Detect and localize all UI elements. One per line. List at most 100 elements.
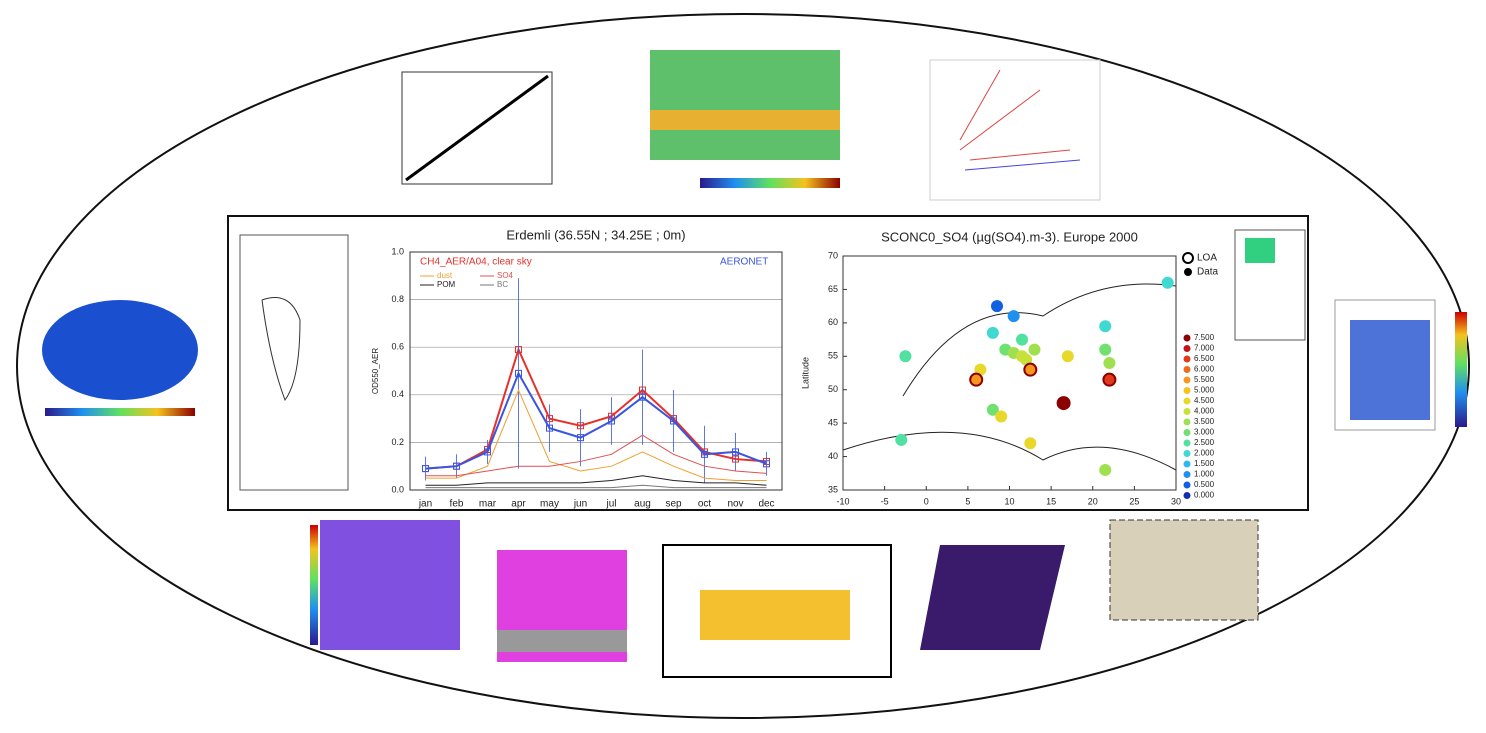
station bbox=[995, 410, 1007, 422]
thumb-bottom bbox=[310, 520, 1258, 677]
y-axis-label: OD550_AER bbox=[371, 348, 380, 394]
scale-swatch bbox=[1184, 366, 1191, 373]
x-tick-label: 5 bbox=[965, 496, 970, 506]
y-tick-label: 40 bbox=[828, 451, 838, 461]
y-tick-label: 65 bbox=[828, 284, 838, 294]
x-tick-label: jul bbox=[605, 499, 616, 510]
legend-label: dust bbox=[437, 271, 453, 280]
scale-swatch bbox=[1184, 419, 1191, 426]
legend-label: LOA bbox=[1197, 253, 1217, 264]
scale-swatch bbox=[1184, 356, 1191, 363]
legend-label: CH4_AER/A04, clear sky bbox=[420, 257, 532, 268]
legend-marker bbox=[1185, 269, 1191, 275]
scale-label: 0.000 bbox=[1194, 491, 1215, 500]
scale-label: 4.500 bbox=[1194, 396, 1215, 405]
x-tick-label: mar bbox=[479, 499, 497, 510]
scale-swatch bbox=[1184, 335, 1191, 342]
station bbox=[1016, 334, 1028, 346]
legend-label: BC bbox=[497, 280, 508, 289]
scale-label: 4.000 bbox=[1194, 407, 1215, 416]
station bbox=[1024, 437, 1036, 449]
scale-swatch bbox=[1184, 471, 1191, 478]
x-tick-label: feb bbox=[450, 499, 464, 510]
station bbox=[1028, 344, 1040, 356]
mini-map-right bbox=[1235, 230, 1305, 340]
scale-label: 7.000 bbox=[1194, 344, 1215, 353]
legend-label: SO4 bbox=[497, 271, 514, 280]
x-tick-label: 0 bbox=[924, 496, 929, 506]
y-tick-label: 70 bbox=[828, 250, 838, 260]
legend-label: POM bbox=[437, 280, 456, 289]
y-tick-label: 1.0 bbox=[391, 246, 404, 256]
station bbox=[1062, 350, 1074, 362]
y-tick-label: 0.6 bbox=[391, 342, 404, 352]
station bbox=[1024, 364, 1036, 376]
x-tick-label: aug bbox=[634, 499, 651, 510]
scale-swatch bbox=[1184, 429, 1191, 436]
thumb-worldmap bbox=[650, 50, 840, 188]
x-tick-label: jun bbox=[573, 499, 587, 510]
y-tick-label: 0.4 bbox=[391, 389, 404, 399]
legend-label: Data bbox=[1197, 267, 1219, 278]
scale-swatch bbox=[1184, 482, 1191, 489]
scale-label: 5.500 bbox=[1194, 375, 1215, 384]
scale-swatch bbox=[1184, 345, 1191, 352]
scale-label: 7.500 bbox=[1194, 333, 1215, 342]
y-axis-label: Latitude bbox=[800, 357, 810, 389]
x-tick-label: -10 bbox=[836, 496, 849, 506]
scale-swatch bbox=[1184, 387, 1191, 394]
y-tick-label: 0.0 bbox=[391, 484, 404, 494]
scale-swatch bbox=[1184, 440, 1191, 447]
mini-map-left bbox=[240, 235, 348, 490]
scale-swatch bbox=[1184, 450, 1191, 457]
scale-swatch bbox=[1184, 461, 1191, 468]
x-tick-label: 25 bbox=[1129, 496, 1139, 506]
legend-label: AERONET bbox=[720, 257, 768, 268]
scale-label: 1.500 bbox=[1194, 459, 1215, 468]
station bbox=[1058, 397, 1070, 409]
station bbox=[1008, 310, 1020, 322]
y-tick-label: 0.2 bbox=[391, 437, 404, 447]
station bbox=[899, 350, 911, 362]
scale-label: 1.000 bbox=[1194, 470, 1215, 479]
scale-label: 3.500 bbox=[1194, 417, 1215, 426]
collage: Erdemli (36.55N ; 34.25E ; 0m) OD550_AER 0… bbox=[0, 0, 1486, 728]
thumb-scatter bbox=[402, 72, 552, 184]
x-tick-label: jan bbox=[418, 499, 432, 510]
station bbox=[987, 327, 999, 339]
y-tick-label: 50 bbox=[828, 384, 838, 394]
chart-title: Erdemli (36.55N ; 34.25E ; 0m) bbox=[506, 227, 685, 242]
scale-swatch bbox=[1184, 377, 1191, 384]
scale-label: 3.000 bbox=[1194, 428, 1215, 437]
station bbox=[1103, 357, 1115, 369]
x-tick-label: 30 bbox=[1171, 496, 1181, 506]
chart-title: SCONC0_SO4 (µg(SO4).m-3). Europe 2000 bbox=[881, 229, 1138, 244]
thumb-globe bbox=[42, 300, 198, 416]
y-tick-label: 60 bbox=[828, 317, 838, 327]
scale-label: 2.500 bbox=[1194, 438, 1215, 447]
station bbox=[1162, 277, 1174, 289]
thumb-europe bbox=[1335, 300, 1467, 430]
x-tick-label: apr bbox=[511, 499, 526, 510]
x-tick-label: 10 bbox=[1004, 496, 1014, 506]
station bbox=[1099, 344, 1111, 356]
x-tick-label: sep bbox=[665, 499, 682, 510]
x-tick-label: nov bbox=[727, 499, 743, 510]
station bbox=[1103, 374, 1115, 386]
scale-label: 6.000 bbox=[1194, 365, 1215, 374]
station bbox=[1099, 320, 1111, 332]
x-tick-label: 15 bbox=[1046, 496, 1056, 506]
station bbox=[970, 374, 982, 386]
x-tick-label: may bbox=[540, 499, 559, 510]
y-tick-label: 0.8 bbox=[391, 294, 404, 304]
x-tick-label: -5 bbox=[881, 496, 889, 506]
scale-swatch bbox=[1184, 398, 1191, 405]
y-tick-label: 45 bbox=[828, 418, 838, 428]
scale-swatch bbox=[1184, 408, 1191, 415]
station bbox=[991, 300, 1003, 312]
scale-label: 6.500 bbox=[1194, 354, 1215, 363]
station bbox=[1099, 464, 1111, 476]
station bbox=[895, 434, 907, 446]
y-tick-label: 55 bbox=[828, 351, 838, 361]
y-tick-label: 35 bbox=[828, 484, 838, 494]
